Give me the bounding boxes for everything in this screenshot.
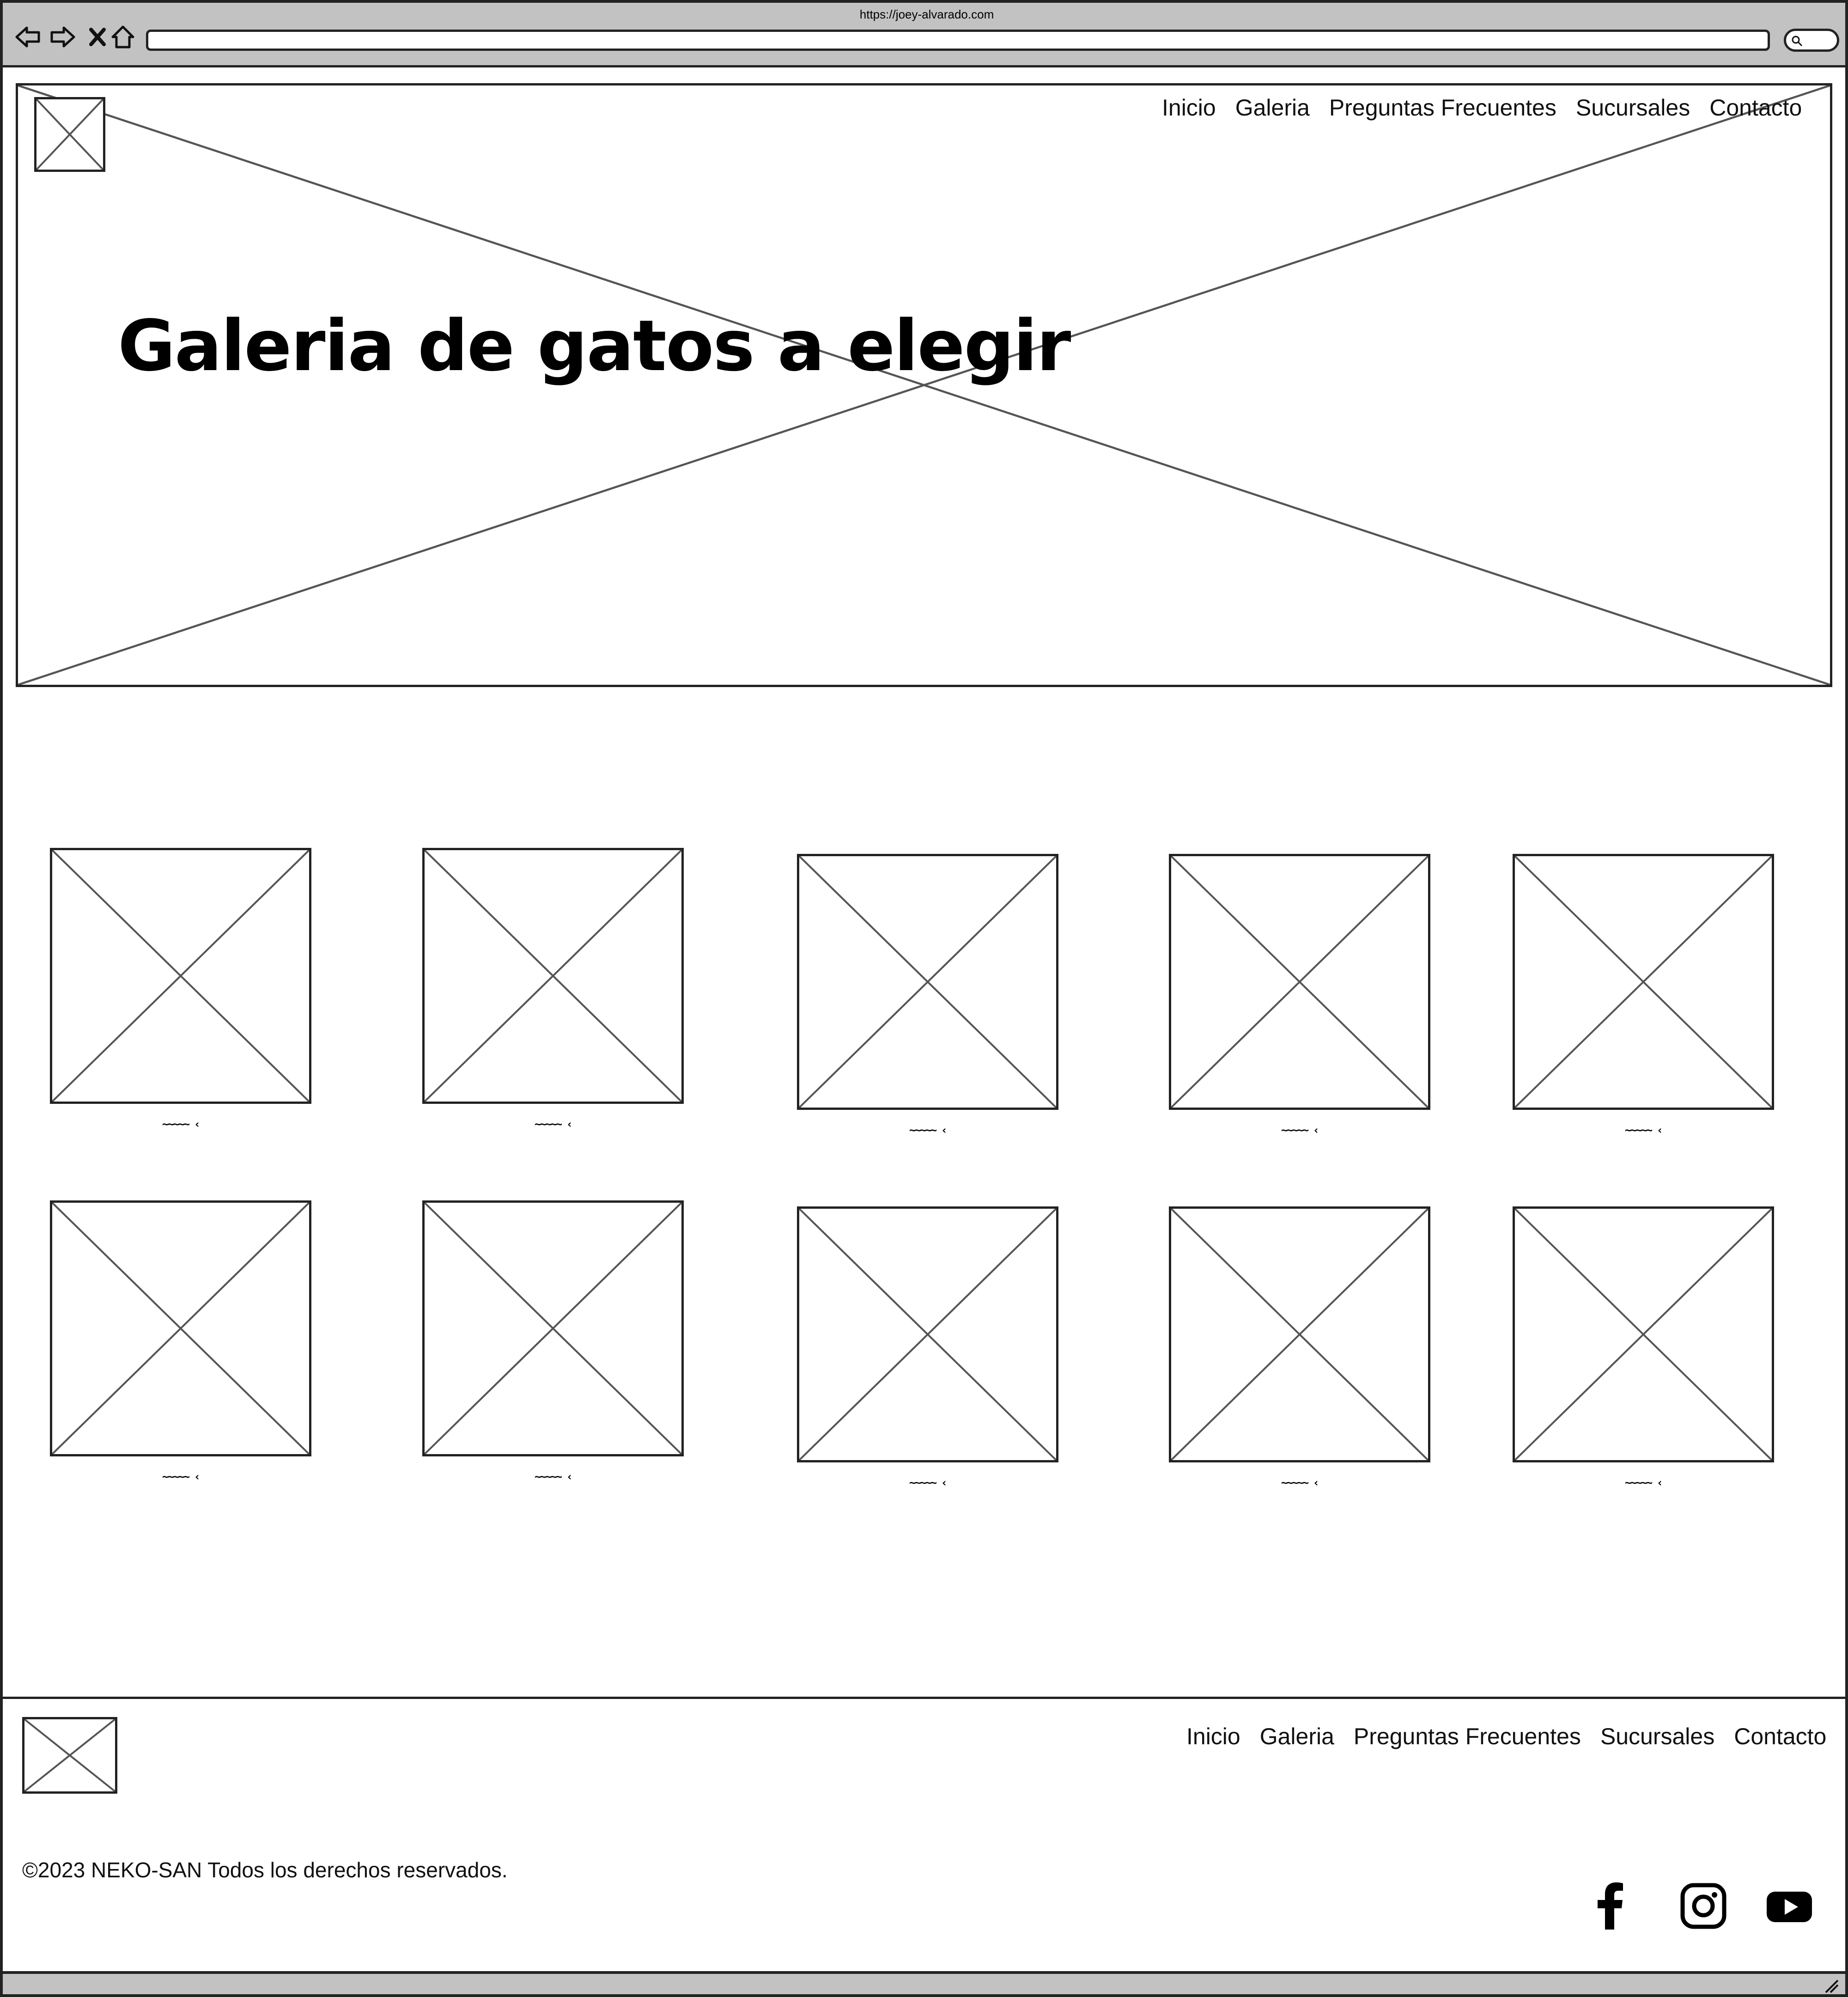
footer-link-preguntas-frecuentes[interactable]: Preguntas Frecuentes: [1353, 1723, 1581, 1749]
cat-image-placeholder[interactable]: [1169, 854, 1430, 1110]
gallery-card[interactable]: ~~~~~ ‹: [797, 1206, 1058, 1489]
close-icon: [89, 28, 106, 46]
page-title: Galeria de gatos a elegir: [118, 305, 1071, 387]
gallery-card[interactable]: ~~~~~ ‹: [1169, 1206, 1430, 1489]
forward-button[interactable]: [49, 23, 77, 51]
footer-logo-placeholder[interactable]: [22, 1717, 117, 1794]
gallery-card[interactable]: ~~~~~ ‹: [422, 848, 684, 1131]
home-icon: [111, 25, 134, 49]
cat-caption: ~~~~~ ‹: [534, 1118, 573, 1131]
gallery-card[interactable]: ~~~~~ ‹: [1513, 1206, 1774, 1489]
cat-caption: ~~~~~ ‹: [1281, 1476, 1319, 1489]
status-bar: [0, 1971, 1848, 1997]
cat-caption: ~~~~~ ‹: [162, 1118, 201, 1131]
youtube-icon: [1767, 1892, 1812, 1922]
cat-caption: ~~~~~ ‹: [1624, 1124, 1663, 1137]
nav-link-sucursales[interactable]: Sucursales: [1575, 95, 1690, 121]
facebook-link[interactable]: [1586, 1881, 1636, 1931]
footer-link-contacto[interactable]: Contacto: [1734, 1723, 1827, 1749]
cat-image-placeholder[interactable]: [797, 854, 1058, 1110]
cat-caption: ~~~~~ ‹: [1281, 1124, 1319, 1137]
cat-caption: ~~~~~ ‹: [909, 1124, 948, 1137]
page-frame: [0, 65, 1848, 1997]
stop-button[interactable]: [84, 23, 111, 51]
cat-image-placeholder[interactable]: [1513, 1206, 1774, 1462]
gallery-card[interactable]: ~~~~~ ‹: [1513, 854, 1774, 1137]
hero-image-placeholder: [16, 83, 1832, 687]
nav-link-inicio[interactable]: Inicio: [1162, 95, 1216, 121]
footer-link-sucursales[interactable]: Sucursales: [1600, 1723, 1715, 1749]
instagram-icon: [1680, 1883, 1726, 1929]
footer-divider: [3, 1697, 1845, 1699]
back-arrow-icon: [15, 26, 40, 48]
nav-link-galeria[interactable]: Galeria: [1235, 95, 1310, 121]
copyright-text: ©2023 NEKO-SAN Todos los derechos reserv…: [22, 1858, 508, 1882]
cat-caption: ~~~~~ ‹: [162, 1470, 201, 1483]
search-icon: [1792, 36, 1803, 47]
cat-image-placeholder[interactable]: [1169, 1206, 1430, 1462]
gallery-card[interactable]: ~~~~~ ‹: [50, 848, 311, 1131]
gallery-card[interactable]: ~~~~~ ‹: [50, 1200, 311, 1483]
resize-grip-icon[interactable]: [1823, 1978, 1840, 1994]
url-label: https://joey-alvarado.com: [859, 7, 994, 21]
footer-nav: Inicio Galeria Preguntas Frecuentes Sucu…: [1186, 1722, 1826, 1751]
back-button[interactable]: [14, 23, 42, 51]
home-button[interactable]: [109, 23, 137, 51]
gallery-card[interactable]: ~~~~~ ‹: [797, 854, 1058, 1137]
address-bar[interactable]: [146, 30, 1770, 51]
footer-link-galeria[interactable]: Galeria: [1259, 1723, 1334, 1749]
cat-image-placeholder[interactable]: [422, 1200, 684, 1456]
header-nav: Inicio Galeria Preguntas Frecuentes Sucu…: [1162, 91, 1802, 124]
cat-image-placeholder[interactable]: [422, 848, 684, 1104]
cat-image-placeholder[interactable]: [50, 848, 311, 1104]
browser-toolbar: https://joey-alvarado.com: [0, 0, 1848, 67]
footer-link-inicio[interactable]: Inicio: [1186, 1723, 1240, 1749]
youtube-link[interactable]: [1764, 1881, 1815, 1931]
cat-caption: ~~~~~ ‹: [534, 1470, 573, 1483]
gallery-card[interactable]: ~~~~~ ‹: [422, 1200, 684, 1483]
cat-image-placeholder[interactable]: [1513, 854, 1774, 1110]
browser-search-button[interactable]: [1784, 29, 1839, 52]
instagram-link[interactable]: [1678, 1881, 1729, 1931]
facebook-icon: [1598, 1882, 1623, 1930]
forward-arrow-icon: [50, 26, 75, 48]
cat-image-placeholder[interactable]: [50, 1200, 311, 1456]
cat-caption: ~~~~~ ‹: [909, 1476, 948, 1489]
gallery-card[interactable]: ~~~~~ ‹: [1169, 854, 1430, 1137]
header-logo-placeholder[interactable]: [34, 97, 105, 172]
cat-caption: ~~~~~ ‹: [1624, 1476, 1663, 1489]
nav-link-contacto[interactable]: Contacto: [1709, 95, 1802, 121]
cat-image-placeholder[interactable]: [797, 1206, 1058, 1462]
nav-link-preguntas-frecuentes[interactable]: Preguntas Frecuentes: [1329, 95, 1556, 121]
